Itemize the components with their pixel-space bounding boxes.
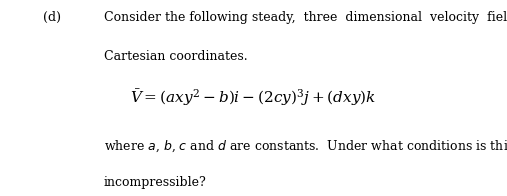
Text: incompressible?: incompressible? [104, 176, 207, 189]
Text: Consider the following steady,  three  dimensional  velocity  field  in: Consider the following steady, three dim… [104, 11, 507, 24]
Text: Cartesian coordinates.: Cartesian coordinates. [104, 50, 247, 63]
Text: $\bar{V} = (axy^2 - b)i - (2cy)^3j +(dxy)k$: $\bar{V} = (axy^2 - b)i - (2cy)^3j +(dxy… [130, 87, 377, 108]
Text: (d): (d) [43, 11, 61, 24]
Text: where $a$, $b$, $c$ and $d$ are constants.  Under what conditions is this flow f: where $a$, $b$, $c$ and $d$ are constant… [104, 138, 507, 154]
